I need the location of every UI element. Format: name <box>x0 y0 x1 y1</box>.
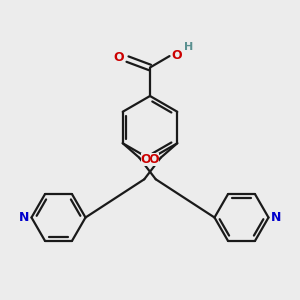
Text: H: H <box>184 42 194 52</box>
Text: O: O <box>140 153 151 166</box>
Text: O: O <box>172 49 182 62</box>
Text: N: N <box>271 211 281 224</box>
Text: O: O <box>114 51 124 64</box>
Text: N: N <box>19 211 29 224</box>
Text: O: O <box>149 153 160 166</box>
